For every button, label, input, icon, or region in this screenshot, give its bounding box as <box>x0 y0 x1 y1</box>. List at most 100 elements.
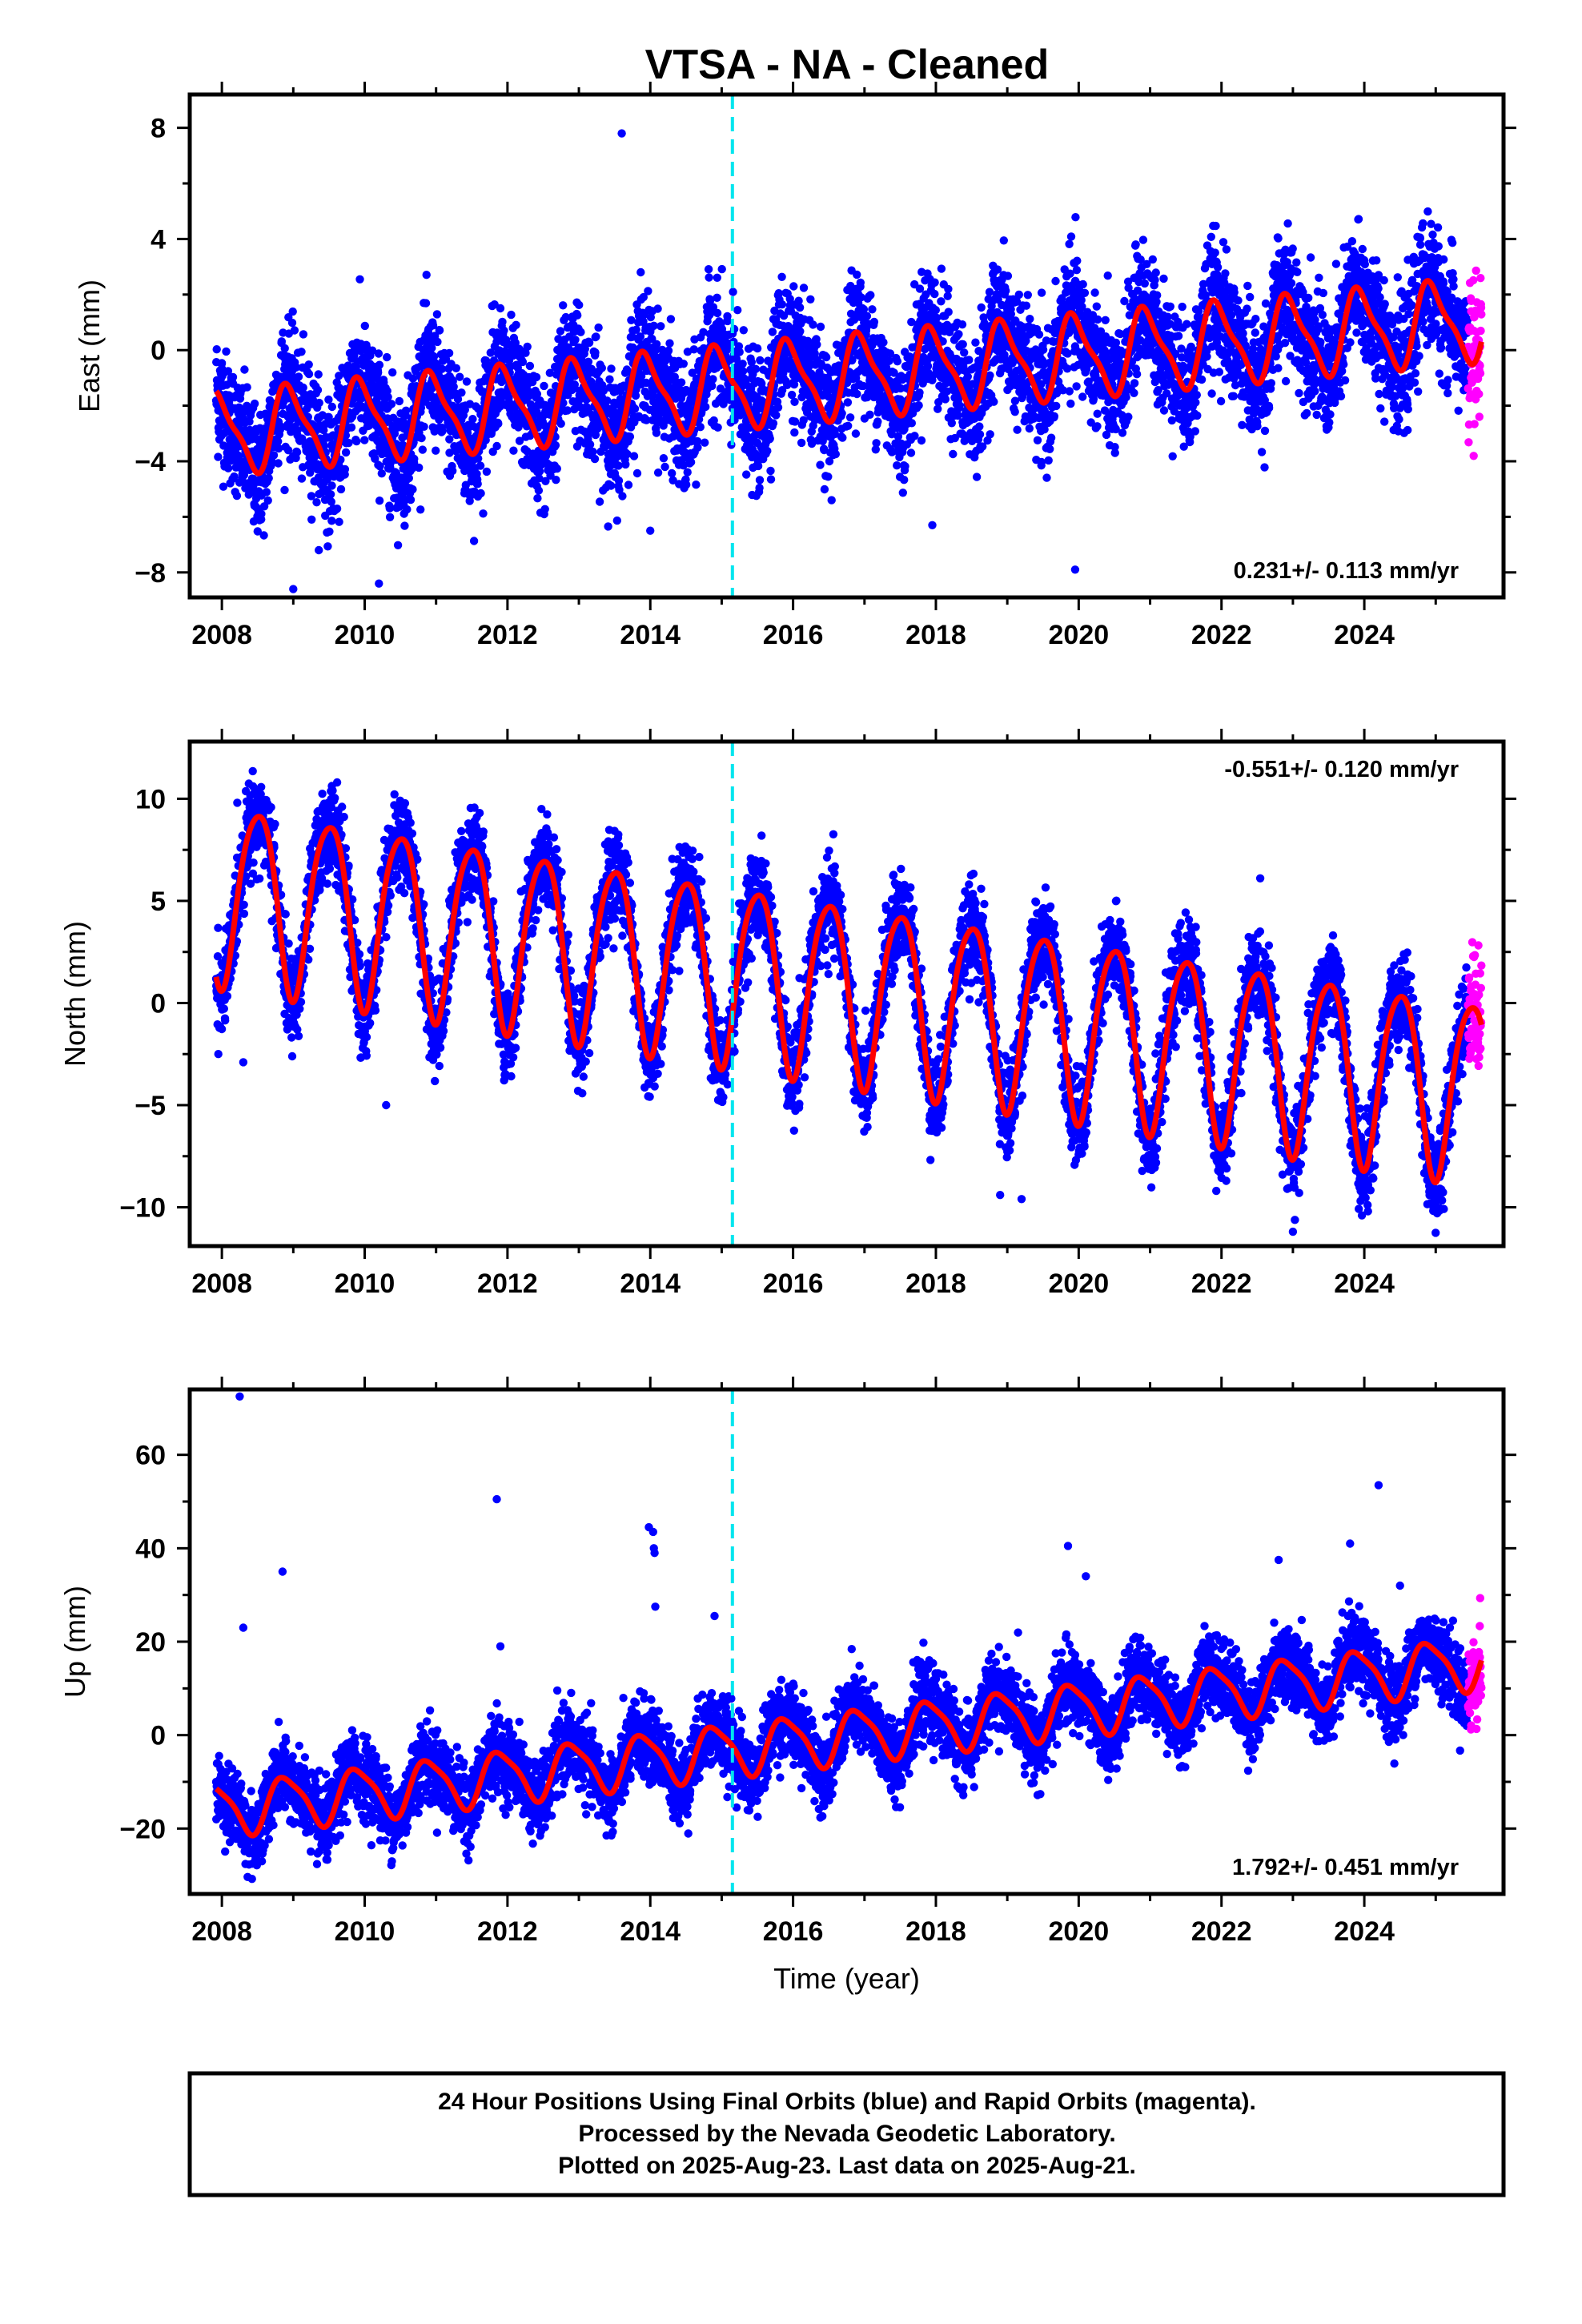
east-final-point <box>323 542 332 551</box>
east-final-point <box>623 449 632 459</box>
east-final-point <box>327 481 336 490</box>
east-final-point <box>636 372 646 380</box>
east-final-point <box>944 284 953 294</box>
east-final-point <box>552 464 561 473</box>
east-final-point <box>243 383 251 392</box>
east-final-point <box>474 454 483 463</box>
east-final-point <box>1065 239 1074 248</box>
east-final-point <box>820 485 829 494</box>
east-final-point <box>406 495 416 505</box>
east-final-point <box>561 312 570 322</box>
east-final-point <box>661 462 669 472</box>
east-final-point <box>937 297 946 306</box>
east-final-point <box>768 328 777 336</box>
east-final-point <box>509 446 518 455</box>
east-final-point <box>701 402 710 412</box>
east-final-point <box>893 357 902 366</box>
east-final-point <box>374 349 383 358</box>
east-final-point <box>592 332 600 341</box>
east-final-point <box>644 287 652 296</box>
east-final-point <box>865 410 874 419</box>
east-final-point <box>1167 416 1177 425</box>
east-final-point <box>856 278 865 287</box>
east-final-point <box>659 454 669 463</box>
east-final-point <box>1159 274 1168 283</box>
east-final-point <box>682 480 691 489</box>
east-final-point <box>476 489 485 498</box>
east-final-point <box>772 411 781 420</box>
east-final-point <box>444 348 454 358</box>
east-final-point <box>1014 290 1024 300</box>
east-final-point <box>742 470 751 479</box>
east-final-point <box>456 372 464 381</box>
east-final-point <box>1153 291 1162 300</box>
east-final-point <box>949 449 958 459</box>
east-final-point <box>930 289 939 299</box>
east-final-point <box>452 364 460 372</box>
east-final-point <box>1013 425 1022 434</box>
east-final-point <box>917 436 926 445</box>
east-final-point <box>739 326 748 335</box>
east-final-point <box>937 264 946 273</box>
east-final-point <box>1090 288 1099 297</box>
east-final-point <box>559 301 568 310</box>
east-final-point <box>652 428 661 437</box>
east-final-point <box>469 537 479 545</box>
east-final-point <box>1092 302 1102 311</box>
east-final-point <box>947 419 957 428</box>
east-final-point <box>535 474 544 483</box>
east-final-point <box>1078 392 1087 401</box>
east-final-point <box>240 365 249 374</box>
east-final-point <box>496 304 505 313</box>
east-final-point <box>408 374 418 383</box>
east-final-point <box>408 485 417 494</box>
east-final-point <box>708 381 717 391</box>
east-final-point <box>465 497 474 505</box>
east-final-point <box>614 476 624 485</box>
east-final-point <box>1046 433 1056 442</box>
east-final-point <box>1003 271 1013 280</box>
east-final-point <box>954 330 963 339</box>
east-final-point <box>335 372 343 380</box>
east-final-point <box>448 466 457 476</box>
east-final-point <box>1046 444 1054 453</box>
east-final-point <box>1093 422 1102 431</box>
east-final-point <box>291 363 301 372</box>
east-final-point <box>869 317 879 327</box>
east-final-point <box>1093 409 1102 418</box>
east-final-point <box>222 347 231 356</box>
east-final-point <box>755 476 765 485</box>
east-final-point <box>1033 436 1042 444</box>
east-final-point <box>853 389 861 399</box>
east-final-point <box>844 421 853 430</box>
east-final-point <box>765 434 774 443</box>
east-final-point <box>701 438 709 447</box>
east-final-point <box>862 312 872 320</box>
east-final-point <box>653 304 662 313</box>
east-final-point <box>629 452 639 460</box>
east-final-point <box>319 426 328 435</box>
east-final-point <box>906 448 916 457</box>
east-final-point <box>1022 301 1031 310</box>
east-final-point <box>327 517 336 525</box>
east-final-point <box>658 345 667 355</box>
east-final-point <box>315 545 323 555</box>
east-final-point <box>1042 473 1051 482</box>
east-final-point <box>438 427 447 436</box>
east-final-point <box>958 320 967 329</box>
east-final-point <box>821 352 831 362</box>
east-final-point <box>705 273 713 282</box>
east-final-point <box>335 517 343 526</box>
east-final-point <box>304 360 313 369</box>
east-final-point <box>433 337 442 347</box>
east-final-point <box>299 330 308 339</box>
east-final-point <box>432 446 440 455</box>
east-final-point <box>1071 213 1080 222</box>
east-final-point <box>416 505 425 514</box>
east-final-point <box>717 264 726 274</box>
east-final-point <box>624 480 633 489</box>
east-final-point <box>605 375 614 384</box>
east-final-point <box>223 367 233 376</box>
east-final-point <box>910 432 919 440</box>
